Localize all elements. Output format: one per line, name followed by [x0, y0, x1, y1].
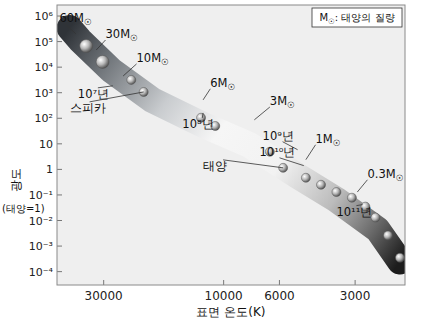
- leader-line: [123, 64, 136, 76]
- y-tick-label: 10⁻⁴: [29, 266, 54, 279]
- annotation: 10⁸년: [182, 117, 213, 131]
- y-tick-label: 10⁻³: [29, 240, 53, 253]
- y-tick: [57, 67, 62, 68]
- x-tick-label: 30000: [85, 289, 123, 303]
- annotation: 10⁹년: [263, 129, 294, 143]
- plot-area: [57, 5, 405, 285]
- star: [96, 55, 109, 68]
- x-tick-label: 10000: [205, 289, 243, 303]
- y-tick: [57, 220, 62, 221]
- annotation: 10⁷년: [78, 87, 109, 101]
- annotation: 3M☉: [270, 94, 295, 110]
- y-tick-label: 10⁻¹: [29, 189, 53, 202]
- star: [301, 173, 310, 182]
- y-tick: [57, 271, 62, 272]
- y-tick: [57, 118, 62, 119]
- annotations: 60M☉ 30M☉ 10M☉ 6M☉ 3M☉ 1M☉ 0.3M☉ 10⁷년스피카 10⁸년 10⁹…: [59, 11, 403, 219]
- y-tick: [57, 41, 62, 42]
- y-tick-label: 1: [46, 163, 53, 176]
- leader-line: [65, 24, 75, 34]
- star: [332, 188, 341, 197]
- y-tick: [57, 92, 62, 93]
- legend-box: [312, 8, 402, 27]
- y-tick: [57, 143, 62, 144]
- annotation: 60M☉: [59, 11, 91, 27]
- leader-line: [357, 180, 367, 192]
- y-tick: [57, 169, 62, 170]
- star: [395, 253, 404, 262]
- marks: [70, 28, 405, 262]
- legend: M☉: 태양의 질량: [312, 8, 402, 27]
- main-sequence-band: [70, 28, 400, 261]
- y-axis-label: 광도: [9, 168, 23, 192]
- star: [371, 213, 380, 222]
- star: [347, 193, 356, 202]
- star: [80, 40, 93, 53]
- leader-line: [96, 40, 105, 50]
- annotation: 태양: [203, 159, 227, 173]
- y-axis-note: (태양=1): [2, 203, 45, 214]
- x-tick: [355, 280, 356, 285]
- legend-text: M☉: 태양의 질량: [319, 12, 394, 26]
- star: [384, 231, 393, 240]
- x-tick-label: 6000: [264, 289, 295, 303]
- star: [317, 180, 326, 189]
- leader-line: [254, 107, 270, 120]
- x-tick: [103, 280, 104, 285]
- y-tick-label: 10: [39, 138, 53, 151]
- x-tick: [279, 280, 280, 285]
- annotation: 6M☉: [210, 76, 235, 92]
- y-tick-label: 10⁻²: [29, 215, 53, 228]
- y-tick: [57, 246, 62, 247]
- plot-frame: [57, 5, 405, 285]
- annotation: 10¹¹년: [336, 205, 372, 219]
- x-tick: [223, 280, 224, 285]
- leader-line: [223, 160, 283, 168]
- leader-line: [306, 145, 316, 160]
- y-tick-label: 10⁵: [35, 36, 53, 49]
- leader-line: [203, 89, 210, 100]
- y-tick-label: 10³: [35, 87, 53, 100]
- annotation: 30M☉: [106, 27, 138, 43]
- leader-line: [280, 158, 304, 166]
- y-tick-label: 10⁴: [35, 61, 54, 74]
- annotation: 10¹⁰년: [260, 145, 296, 159]
- x-tick-label: 3000: [340, 289, 371, 303]
- star: [127, 75, 136, 84]
- y-tick-label: 10⁶: [35, 10, 54, 23]
- y-tick-label: 10²: [35, 112, 53, 125]
- annotation: 스피카: [70, 101, 106, 115]
- annotation: 10M☉: [137, 51, 169, 67]
- annotation: 0.3M☉: [367, 167, 403, 183]
- annotation: 1M☉: [316, 132, 341, 148]
- y-tick: [57, 194, 62, 195]
- chart: 30000 10000 6000 3000 10⁶ 10⁵ 10⁴ 10³ 10² 10 1 10⁻¹…: [0, 0, 424, 320]
- x-axis-label: 표면 온도(K): [196, 305, 265, 319]
